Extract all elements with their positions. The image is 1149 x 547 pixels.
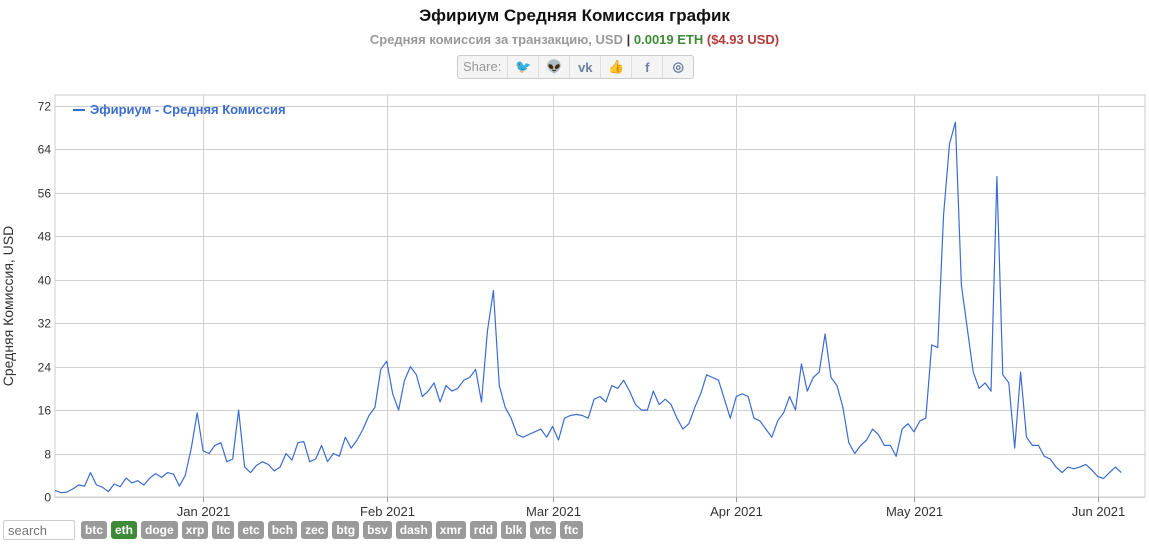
search-input[interactable]	[3, 520, 75, 540]
x-tick-label: Jun 2021	[1072, 504, 1126, 519]
page-subtitle: Средняя комиссия за транзакцию, USD | 0.…	[0, 32, 1149, 47]
subtitle-separator: |	[626, 32, 631, 47]
coin-button-bch[interactable]: bch	[267, 521, 298, 539]
coin-selector: btcethdogexrpltcetcbchzecbtgbsvdashxmrrd…	[3, 520, 587, 540]
coin-button-ftc[interactable]: ftc	[559, 521, 583, 539]
coin-button-etc[interactable]: etc	[238, 521, 264, 539]
fee-line-chart: 0 8 16 24 32 40 48 56 64 72 Jan 2021 Feb 2021 Mar 20…	[0, 94, 1146, 519]
x-tick-label: Feb 2021	[360, 504, 415, 519]
weibo-icon[interactable]: ◎	[672, 59, 684, 74]
coin-button-zec[interactable]: zec	[301, 521, 329, 539]
y-tick-label: 16	[38, 404, 52, 418]
coin-button-rdd[interactable]: rdd	[469, 521, 498, 539]
reddit-icon[interactable]: 👽	[539, 56, 571, 78]
y-tick-label: 32	[38, 317, 52, 331]
y-tick-label: 64	[38, 143, 52, 157]
y-tick-label: 0	[44, 491, 51, 505]
y-tick-label: 8	[44, 448, 51, 462]
y-tick-label: 40	[38, 274, 52, 288]
vk-icon[interactable]: vk	[570, 56, 602, 78]
share-label: Share:	[458, 56, 509, 78]
page-title: Эфириум Средняя Комиссия график	[419, 6, 730, 25]
like-icon[interactable]: 👍	[601, 56, 633, 78]
subtitle-eth-value: 0.0019 ETH	[633, 32, 704, 47]
y-tick-label: 48	[38, 230, 52, 244]
y-tick-label: 24	[38, 361, 52, 375]
twitter-icon[interactable]: 🐦	[508, 56, 540, 78]
legend-label: Эфириум - Средняя Комиссия	[90, 102, 286, 117]
x-tick-label: May 2021	[886, 504, 943, 519]
y-tick-label: 56	[38, 187, 52, 201]
facebook-icon[interactable]: f	[632, 56, 664, 78]
subtitle-text: Средняя комиссия за транзакцию, USD	[369, 32, 623, 47]
coin-button-btg[interactable]: btg	[332, 521, 360, 539]
coin-button-bsv[interactable]: bsv	[363, 521, 392, 539]
subtitle-usd-value: ($4.93 USD)	[706, 32, 780, 47]
plot-frame	[54, 94, 1146, 498]
x-tick-label: Mar 2021	[526, 504, 581, 519]
coin-button-ltc[interactable]: ltc	[212, 521, 235, 539]
coin-button-btc[interactable]: btc	[81, 521, 107, 539]
coin-button-dash[interactable]: dash	[395, 521, 432, 539]
coin-button-xmr[interactable]: xmr	[435, 521, 466, 539]
share-bar: Share: 🐦 👽 vk 👍 f ◎	[457, 55, 695, 79]
coin-button-blk[interactable]: blk	[501, 521, 527, 539]
x-tick-label: Apr 2021	[710, 504, 763, 519]
coin-button-doge[interactable]: doge	[141, 521, 178, 539]
coin-button-eth[interactable]: eth	[111, 521, 137, 539]
x-tick-label: Jan 2021	[177, 504, 231, 519]
coin-button-xrp[interactable]: xrp	[181, 521, 209, 539]
y-tick-label: 72	[38, 100, 52, 114]
series-line	[54, 121, 1122, 494]
y-axis-label: Средняя Комиссия, USD	[0, 226, 16, 386]
coin-button-vtc[interactable]: vtc	[530, 521, 556, 539]
